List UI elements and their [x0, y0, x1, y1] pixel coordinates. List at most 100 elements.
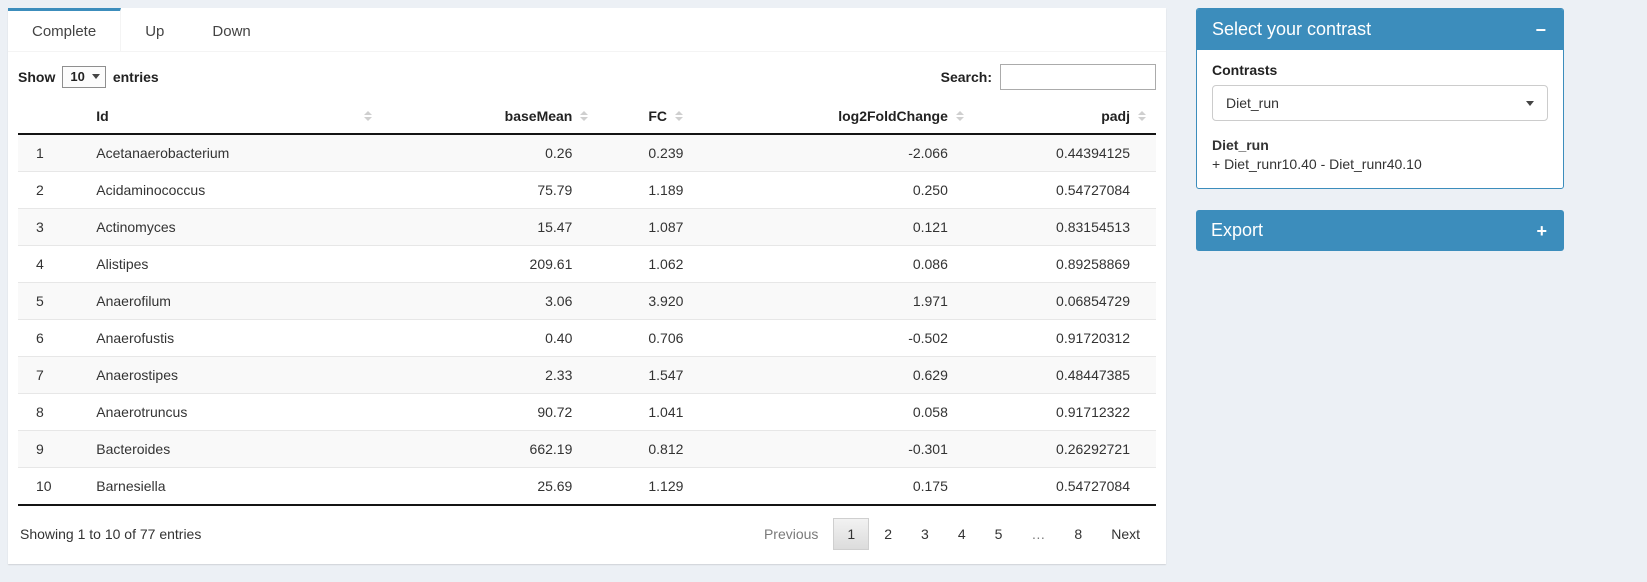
table-header-row: Id baseMean FC: [18, 100, 1156, 134]
contrast-select-value: Diet_run: [1226, 95, 1279, 111]
page-button[interactable]: 1: [833, 518, 869, 550]
sort-icon: [675, 111, 683, 121]
cell-basemean: 0.26: [382, 134, 598, 172]
header-basemean[interactable]: baseMean: [382, 100, 598, 134]
cell-rownum: 6: [18, 320, 86, 357]
cell-padj: 0.83154513: [974, 209, 1156, 246]
export-box-title: Export: [1211, 220, 1263, 241]
cell-padj: 0.48447385: [974, 357, 1156, 394]
table-row[interactable]: 8 Anaerotruncus 90.72 1.041 0.058 0.9171…: [18, 394, 1156, 431]
cell-id: Bacteroides: [86, 431, 382, 468]
cell-log2foldchange: -0.502: [712, 320, 974, 357]
cell-fc: 1.189: [598, 172, 712, 209]
cell-id: Acetanaerobacterium: [86, 134, 382, 172]
page-button[interactable]: 8: [1060, 518, 1096, 550]
contrast-box-title: Select your contrast: [1212, 19, 1371, 40]
next-button[interactable]: Next: [1097, 518, 1154, 550]
cell-rownum: 3: [18, 209, 86, 246]
page-length-value: 10: [70, 69, 84, 84]
table-row[interactable]: 2 Acidaminococcus 75.79 1.189 0.250 0.54…: [18, 172, 1156, 209]
cell-rownum: 1: [18, 134, 86, 172]
page-button[interactable]: 3: [907, 518, 943, 550]
table-row[interactable]: 6 Anaerofustis 0.40 0.706 -0.502 0.91720…: [18, 320, 1156, 357]
cell-fc: 0.239: [598, 134, 712, 172]
cell-log2foldchange: 0.086: [712, 246, 974, 283]
cell-id: Anaerofilum: [86, 283, 382, 320]
cell-log2foldchange: -0.301: [712, 431, 974, 468]
table-footer: Showing 1 to 10 of 77 entries Previous 1…: [18, 506, 1156, 564]
cell-fc: 1.129: [598, 468, 712, 506]
sidebar: Select your contrast − Contrasts Diet_ru…: [1196, 8, 1564, 564]
pagination: Previous 1 2 3 4 5 … 8 Next: [749, 518, 1154, 550]
cell-padj: 0.91712322: [974, 394, 1156, 431]
cell-id: Anaerostipes: [86, 357, 382, 394]
header-log2foldchange[interactable]: log2FoldChange: [712, 100, 974, 134]
table-row[interactable]: 4 Alistipes 209.61 1.062 0.086 0.8925886…: [18, 246, 1156, 283]
cell-fc: 3.920: [598, 283, 712, 320]
cell-rownum: 5: [18, 283, 86, 320]
entries-label: entries: [113, 69, 159, 85]
cell-basemean: 15.47: [382, 209, 598, 246]
cell-rownum: 7: [18, 357, 86, 394]
cell-rownum: 10: [18, 468, 86, 506]
page-length-control: Show 10 entries: [18, 66, 159, 88]
table-row[interactable]: 5 Anaerofilum 3.06 3.920 1.971 0.0685472…: [18, 283, 1156, 320]
header-id[interactable]: Id: [86, 100, 382, 134]
previous-button[interactable]: Previous: [750, 518, 832, 550]
cell-basemean: 0.40: [382, 320, 598, 357]
contrast-box-body: Contrasts Diet_run Diet_run + Diet_runr1…: [1197, 50, 1563, 188]
cell-rownum: 4: [18, 246, 86, 283]
cell-padj: 0.26292721: [974, 431, 1156, 468]
cell-padj: 0.89258869: [974, 246, 1156, 283]
cell-padj: 0.91720312: [974, 320, 1156, 357]
cell-id: Anaerofustis: [86, 320, 382, 357]
results-table: Id baseMean FC: [18, 100, 1156, 506]
cell-fc: 1.062: [598, 246, 712, 283]
cell-log2foldchange: 0.121: [712, 209, 974, 246]
table-row[interactable]: 9 Bacteroides 662.19 0.812 -0.301 0.2629…: [18, 431, 1156, 468]
search-input[interactable]: [1000, 64, 1156, 90]
table-info: Showing 1 to 10 of 77 entries: [20, 526, 201, 542]
cell-basemean: 90.72: [382, 394, 598, 431]
page-button[interactable]: 4: [944, 518, 980, 550]
cell-rownum: 2: [18, 172, 86, 209]
cell-log2foldchange: 0.629: [712, 357, 974, 394]
cell-padj: 0.06854729: [974, 283, 1156, 320]
sort-icon: [580, 111, 588, 121]
cell-log2foldchange: -2.066: [712, 134, 974, 172]
header-fc[interactable]: FC: [598, 100, 712, 134]
table-row[interactable]: 10 Barnesiella 25.69 1.129 0.175 0.54727…: [18, 468, 1156, 506]
page-button[interactable]: 2: [870, 518, 906, 550]
cell-rownum: 8: [18, 394, 86, 431]
page-length-select[interactable]: 10: [62, 66, 105, 88]
header-rownum: [18, 100, 86, 134]
contrast-select[interactable]: Diet_run: [1212, 85, 1548, 121]
tab-complete[interactable]: Complete: [8, 8, 121, 51]
page-button[interactable]: 5: [981, 518, 1017, 550]
header-log2foldchange-label: log2FoldChange: [838, 108, 948, 124]
table-controls: Show 10 entries Search:: [18, 64, 1156, 90]
sort-icon: [956, 111, 964, 121]
cell-basemean: 3.06: [382, 283, 598, 320]
tab-down[interactable]: Down: [188, 8, 274, 51]
table-row[interactable]: 7 Anaerostipes 2.33 1.547 0.629 0.484473…: [18, 357, 1156, 394]
collapse-icon[interactable]: −: [1533, 21, 1548, 39]
chevron-down-icon: [92, 74, 100, 79]
contrast-name: Diet_run: [1212, 137, 1548, 153]
header-padj[interactable]: padj: [974, 100, 1156, 134]
tab-up[interactable]: Up: [121, 8, 188, 51]
tab-bar: Complete Up Down: [8, 8, 1166, 52]
tab-content: Show 10 entries Search:: [8, 52, 1166, 564]
contrast-formula: + Diet_runr10.40 - Diet_runr40.10: [1212, 156, 1548, 172]
contrasts-label: Contrasts: [1212, 62, 1548, 78]
show-label: Show: [18, 69, 55, 85]
table-row[interactable]: 3 Actinomyces 15.47 1.087 0.121 0.831545…: [18, 209, 1156, 246]
cell-id: Actinomyces: [86, 209, 382, 246]
header-id-label: Id: [96, 108, 108, 124]
expand-icon[interactable]: +: [1534, 222, 1549, 240]
cell-id: Alistipes: [86, 246, 382, 283]
table-row[interactable]: 1 Acetanaerobacterium 0.26 0.239 -2.066 …: [18, 134, 1156, 172]
cell-basemean: 2.33: [382, 357, 598, 394]
cell-fc: 1.087: [598, 209, 712, 246]
cell-log2foldchange: 0.175: [712, 468, 974, 506]
